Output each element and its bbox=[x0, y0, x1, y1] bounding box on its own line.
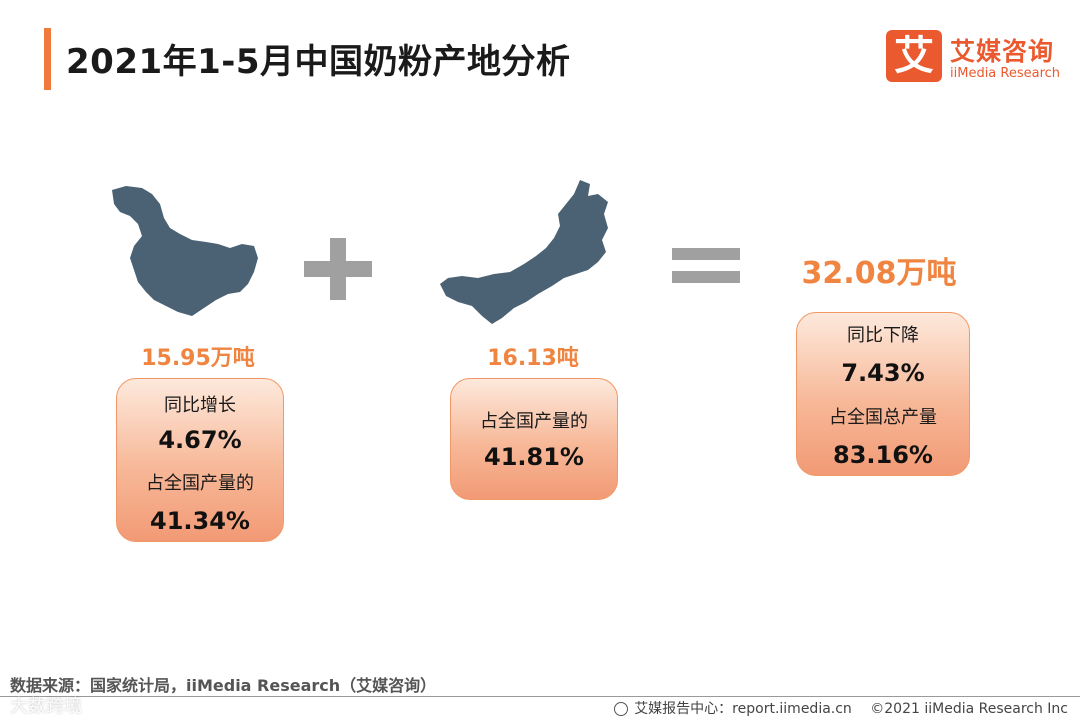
copyright-text: ©2021 iiMedia Research Inc bbox=[870, 701, 1068, 717]
footer-divider bbox=[0, 696, 1080, 697]
brand-logo: 艾 艾媒咨询 iiMedia Research bbox=[886, 30, 1066, 86]
total-output-label: 32.08万吨 bbox=[801, 256, 957, 291]
heilongjiang-map-icon bbox=[112, 186, 258, 316]
stat-label: 同比下降 bbox=[847, 325, 919, 346]
stat-label: 占全国总产量 bbox=[829, 407, 937, 428]
stat-label: 占全国产量的 bbox=[146, 473, 254, 494]
logo-name-cn: 艾媒咨询 bbox=[950, 37, 1055, 66]
stat-label: 同比增长 bbox=[164, 395, 236, 416]
logo-name-en: iiMedia Research bbox=[950, 66, 1061, 81]
inner-mongolia-map-icon bbox=[440, 180, 608, 324]
logo-mark: 艾 bbox=[886, 30, 942, 82]
footer-credits: 艾媒报告中心：report.iimedia.cn ©2021 iiMedia R… bbox=[614, 698, 1068, 718]
stat-value: 41.34% bbox=[150, 507, 250, 535]
stat-label: 占全国产量的 bbox=[480, 411, 588, 432]
report-center-text: 艾媒报告中心：report.iimedia.cn bbox=[634, 701, 852, 717]
title-accent-bar bbox=[44, 28, 51, 90]
heilongjiang-stat-box: 同比增长 4.67% 占全国产量的 41.34% bbox=[116, 378, 284, 542]
stat-value: 7.43% bbox=[841, 359, 925, 387]
total-stat-box: 同比下降 7.43% 占全国总产量 83.16% bbox=[796, 312, 970, 476]
inner-mongolia-stat-box: 占全国产量的 41.81% bbox=[450, 378, 618, 500]
page-title: 2021年1-5月中国奶粉产地分析 bbox=[66, 42, 571, 82]
inner-mongolia-output-label: 16.13吨 bbox=[487, 346, 579, 371]
data-source-note: 数据来源：国家统计局，iiMedia Research（艾媒咨询） bbox=[10, 676, 437, 695]
plus-icon bbox=[304, 238, 372, 300]
equals-icon bbox=[672, 248, 740, 283]
stat-value: 83.16% bbox=[833, 441, 933, 469]
globe-icon bbox=[614, 702, 629, 716]
heilongjiang-output-label: 15.95万吨 bbox=[141, 346, 255, 371]
stat-value: 4.67% bbox=[158, 426, 242, 454]
watermark-text: 大数跨境 bbox=[10, 696, 82, 717]
stat-value: 41.81% bbox=[484, 443, 584, 471]
